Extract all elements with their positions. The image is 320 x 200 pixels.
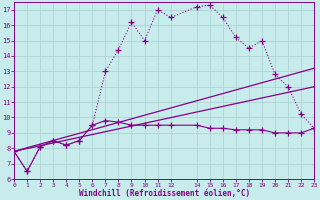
- X-axis label: Windchill (Refroidissement éolien,°C): Windchill (Refroidissement éolien,°C): [78, 189, 250, 198]
